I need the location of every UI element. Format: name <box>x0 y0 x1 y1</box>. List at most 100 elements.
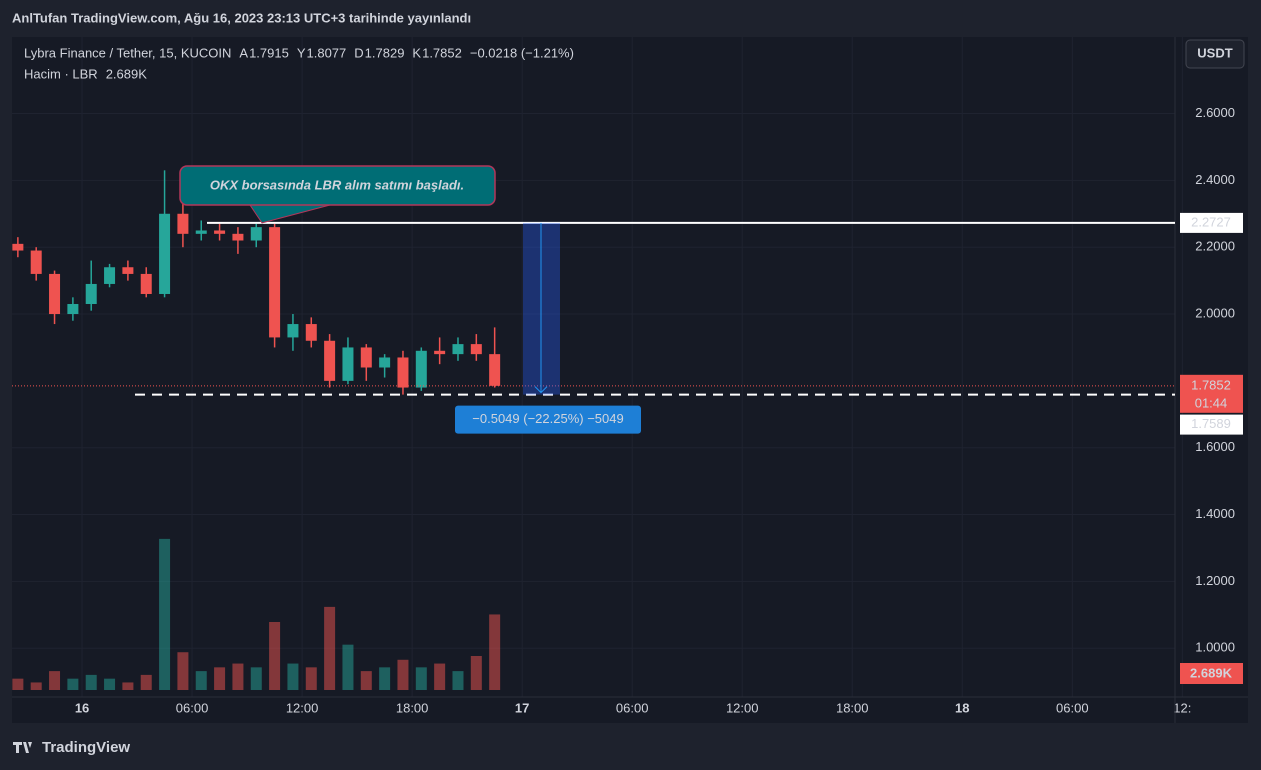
legend-item: 1.7915 <box>249 45 289 60</box>
volume-bar <box>452 671 464 690</box>
callout-text: OKX borsasında LBR alım satımı başladı. <box>210 177 464 192</box>
candle-body <box>415 350 427 388</box>
candle-body <box>360 347 372 368</box>
candle-body <box>269 227 281 338</box>
candle-body <box>12 243 24 251</box>
volume-bar <box>379 667 391 690</box>
volume-bar <box>49 671 61 690</box>
volume-bar <box>159 538 171 690</box>
volume-bar <box>287 663 299 690</box>
x-tick-label: 06:00 <box>1056 700 1089 715</box>
volume-bar <box>305 667 317 690</box>
y-tick-label: 2.2000 <box>1195 239 1235 254</box>
legend-item: Lybra Finance / Tether, 15, KUCOIN <box>24 45 231 60</box>
pane <box>12 37 1248 723</box>
candle-body <box>287 324 299 338</box>
x-tick-label: 12:00 <box>286 700 319 715</box>
volume-bar <box>214 667 226 690</box>
measure-arrowhead <box>534 386 548 394</box>
volume-bar <box>177 652 189 690</box>
brand-logo <box>13 742 32 753</box>
legend-item: 1.8077 <box>307 45 347 60</box>
y-tick-label: 1.6000 <box>1195 439 1235 454</box>
candle-body <box>177 213 189 234</box>
candle-body <box>397 357 409 388</box>
candle-body <box>232 233 244 241</box>
x-tick-label: 18:00 <box>396 700 429 715</box>
badge-countdown: 01:44 <box>1195 395 1228 410</box>
volume-bar <box>324 606 336 690</box>
y-tick-label: 1.0000 <box>1195 640 1235 655</box>
candle-body <box>379 357 391 368</box>
legend-item: Y <box>297 45 306 60</box>
candle-body <box>195 230 207 234</box>
volume-bar <box>434 663 446 690</box>
volume-bar <box>140 674 152 690</box>
legend-item: 1.7852 <box>422 45 462 60</box>
volume-bar <box>232 663 244 690</box>
x-tick-label: 12: <box>1173 700 1191 715</box>
badge-support-text: 1.7589 <box>1191 416 1231 431</box>
currency-text[interactable]: USDT <box>1197 45 1232 60</box>
volume-bar <box>489 614 501 690</box>
x-tick-label: 16 <box>75 700 89 715</box>
volume-legend-value: 2.689K <box>106 66 148 81</box>
volume-bar <box>30 682 42 690</box>
volume-title: Hacim · LBR <box>24 66 98 81</box>
candle-body <box>67 304 79 315</box>
badge-volume <box>1180 663 1243 684</box>
y-tick-label: 2.4000 <box>1195 172 1235 187</box>
y-tick-label: 2.6000 <box>1195 105 1235 120</box>
candle-body <box>30 250 42 274</box>
badge-support <box>1180 414 1243 435</box>
candle-body <box>214 230 226 234</box>
candle-body <box>324 340 336 381</box>
currency-button[interactable] <box>1185 39 1245 69</box>
volume-bar <box>269 622 281 690</box>
candle-body <box>434 350 446 355</box>
x-tick-label: 18:00 <box>836 700 869 715</box>
measure-label-box <box>455 405 641 434</box>
volume-bar <box>195 671 207 690</box>
volume-bar <box>360 671 372 690</box>
badge-last <box>1180 374 1243 413</box>
x-tick-label: 06:00 <box>616 700 649 715</box>
x-tick-label: 17 <box>515 700 529 715</box>
candle-body <box>250 227 262 241</box>
badge-resistance-text: 2.2727 <box>1191 214 1231 229</box>
measure-label: −0.5049 (−22.25%) −5049 <box>472 411 623 426</box>
volume-bar <box>12 678 24 690</box>
volume-bar <box>250 667 262 690</box>
volume-bar <box>122 682 134 690</box>
y-tick-label: 1.4000 <box>1195 506 1235 521</box>
legend-item: A <box>239 45 248 60</box>
legend-item: D <box>354 45 363 60</box>
x-tick-label: 18 <box>955 700 969 715</box>
volume-bar <box>67 678 79 690</box>
volume-bar <box>342 644 354 690</box>
legend-item: −0.0218 (−1.21%) <box>470 45 574 60</box>
candle-body <box>122 267 134 274</box>
legend-item: K <box>412 45 421 60</box>
brand: TradingView <box>42 739 130 756</box>
candle-body <box>85 283 97 305</box>
badge-resistance <box>1180 212 1243 233</box>
published-note: AnlTufan TradingView.com, Ağu 16, 2023 2… <box>12 10 471 25</box>
volume-bar <box>104 678 116 690</box>
candle-body <box>452 344 464 355</box>
volume-bar <box>470 656 482 690</box>
candle-body <box>49 273 61 315</box>
candle-body <box>104 267 116 284</box>
candle-body <box>342 347 354 381</box>
volume-bar <box>397 659 409 690</box>
volume-bar <box>85 674 97 690</box>
candle-body <box>140 273 152 294</box>
callout-box <box>179 165 496 206</box>
candle-body <box>489 354 501 386</box>
y-tick-label: 1.2000 <box>1195 573 1235 588</box>
candle-body <box>159 213 171 294</box>
x-tick-label: 06:00 <box>176 700 209 715</box>
candle-body <box>305 324 317 341</box>
